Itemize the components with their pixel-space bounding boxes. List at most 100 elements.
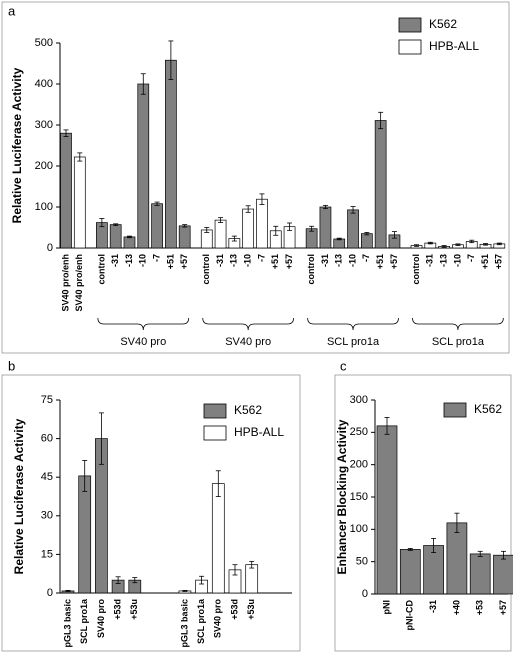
error-bar <box>126 235 132 239</box>
x-tick-label: -7 <box>466 254 476 262</box>
error-bar <box>218 217 224 223</box>
x-tick-label: +51 <box>480 254 490 269</box>
y-tick-label: 30 <box>41 510 53 522</box>
x-tick-label: -10 <box>243 254 253 267</box>
bar <box>446 522 468 595</box>
error-bar <box>98 412 104 465</box>
panel-frame <box>1 374 301 652</box>
bar <box>78 475 92 594</box>
bar <box>178 225 191 249</box>
panel-frame <box>1 1 510 354</box>
panel: c 0 50 100 150 200 250 300 Enhancer Blocking Act… <box>334 358 513 652</box>
x-tick-label: control <box>306 254 316 285</box>
error-bar <box>113 223 119 226</box>
error-bar <box>455 243 461 246</box>
bar <box>245 564 259 594</box>
error-bar <box>154 201 160 206</box>
bar <box>151 203 163 249</box>
x-tick-label: SV40 pro/enh <box>74 254 84 312</box>
error-bar <box>168 40 174 80</box>
error-bar <box>441 245 447 248</box>
error-bar <box>132 577 138 584</box>
error-bar <box>215 470 221 497</box>
x-tick-label: +57 <box>494 254 504 269</box>
group-label: SV40 pro <box>120 336 166 348</box>
y-axis-label: Relative Luciferase Activity <box>10 67 24 223</box>
error-bar <box>182 224 188 228</box>
x-tick-label: pGL3 basic <box>62 599 72 648</box>
x-tick-label: +57 <box>179 254 189 269</box>
x-tick-label: -7 <box>151 254 161 262</box>
error-bar <box>427 241 433 245</box>
bar <box>399 549 421 595</box>
x-tick-label: +53 <box>475 600 485 615</box>
legend-swatch <box>398 39 422 55</box>
error-bar <box>259 193 265 205</box>
x-tick-label: -7 <box>361 254 371 262</box>
error-bar <box>469 239 475 244</box>
bar <box>347 209 359 249</box>
error-bar <box>322 204 328 210</box>
y-tick-label: 75 <box>41 394 53 406</box>
x-tick-label: +57 <box>284 254 294 269</box>
x-tick-label: -31 <box>428 600 438 613</box>
group-label: SCL pro1a <box>432 336 485 348</box>
error-bar <box>287 222 293 231</box>
panel-letter: b <box>8 358 15 373</box>
y-tick-label: 100 <box>350 523 368 535</box>
error-bar <box>232 564 238 576</box>
bar <box>469 553 491 595</box>
bar <box>242 208 255 249</box>
error-bar <box>391 231 397 239</box>
error-bar <box>65 590 71 592</box>
y-tick-label: 200 <box>350 459 368 471</box>
y-tick-label: 0 <box>362 588 368 600</box>
error-bar <box>454 512 460 533</box>
error-bar <box>249 560 255 569</box>
error-bar <box>140 73 146 95</box>
bar <box>256 198 268 249</box>
bar <box>333 238 346 249</box>
error-bar <box>364 232 370 236</box>
x-tick-label: +53d <box>229 599 239 620</box>
error-bar <box>431 537 437 554</box>
y-tick-label: 500 <box>35 37 53 49</box>
group-brace <box>202 317 294 331</box>
x-tick-label: SCL pro1a <box>196 598 206 644</box>
x-tick-label: control <box>201 254 211 285</box>
legend-label: K562 <box>474 402 502 416</box>
legend-swatch <box>443 402 467 418</box>
x-tick-label: -10 <box>138 254 148 267</box>
error-bar <box>231 235 237 242</box>
x-tick-label: control <box>411 254 421 285</box>
panel-frame <box>334 374 512 652</box>
error-bar <box>182 590 188 592</box>
y-tick-label: 150 <box>350 491 368 503</box>
bar <box>165 59 177 249</box>
y-axis-label: Relative Luciferase Activity <box>12 418 26 574</box>
error-bar <box>204 227 210 233</box>
panel-letter: a <box>8 3 16 18</box>
x-tick-label: pNI <box>381 600 391 615</box>
group-label: SCL pro1a <box>327 336 380 348</box>
error-bar <box>99 218 105 228</box>
bar <box>60 132 72 249</box>
legend-swatch <box>203 425 227 441</box>
error-bar <box>63 129 69 137</box>
bar <box>123 236 136 249</box>
error-bar <box>384 417 390 435</box>
x-tick-label: SCL pro1a <box>79 598 89 644</box>
x-tick-label: -31 <box>320 254 330 267</box>
x-tick-label: -13 <box>124 254 134 267</box>
x-tick-label: +40 <box>451 600 461 615</box>
x-tick-label: -31 <box>215 254 225 267</box>
bar <box>109 224 122 249</box>
y-axis-label: Enhancer Blocking Activity <box>335 419 349 574</box>
x-tick-label: -13 <box>334 254 344 267</box>
error-bar <box>336 237 342 241</box>
y-tick-label: 60 <box>41 433 53 445</box>
x-tick-label: -10 <box>452 254 462 267</box>
bar <box>374 120 387 249</box>
y-tick-label: 0 <box>47 587 53 599</box>
